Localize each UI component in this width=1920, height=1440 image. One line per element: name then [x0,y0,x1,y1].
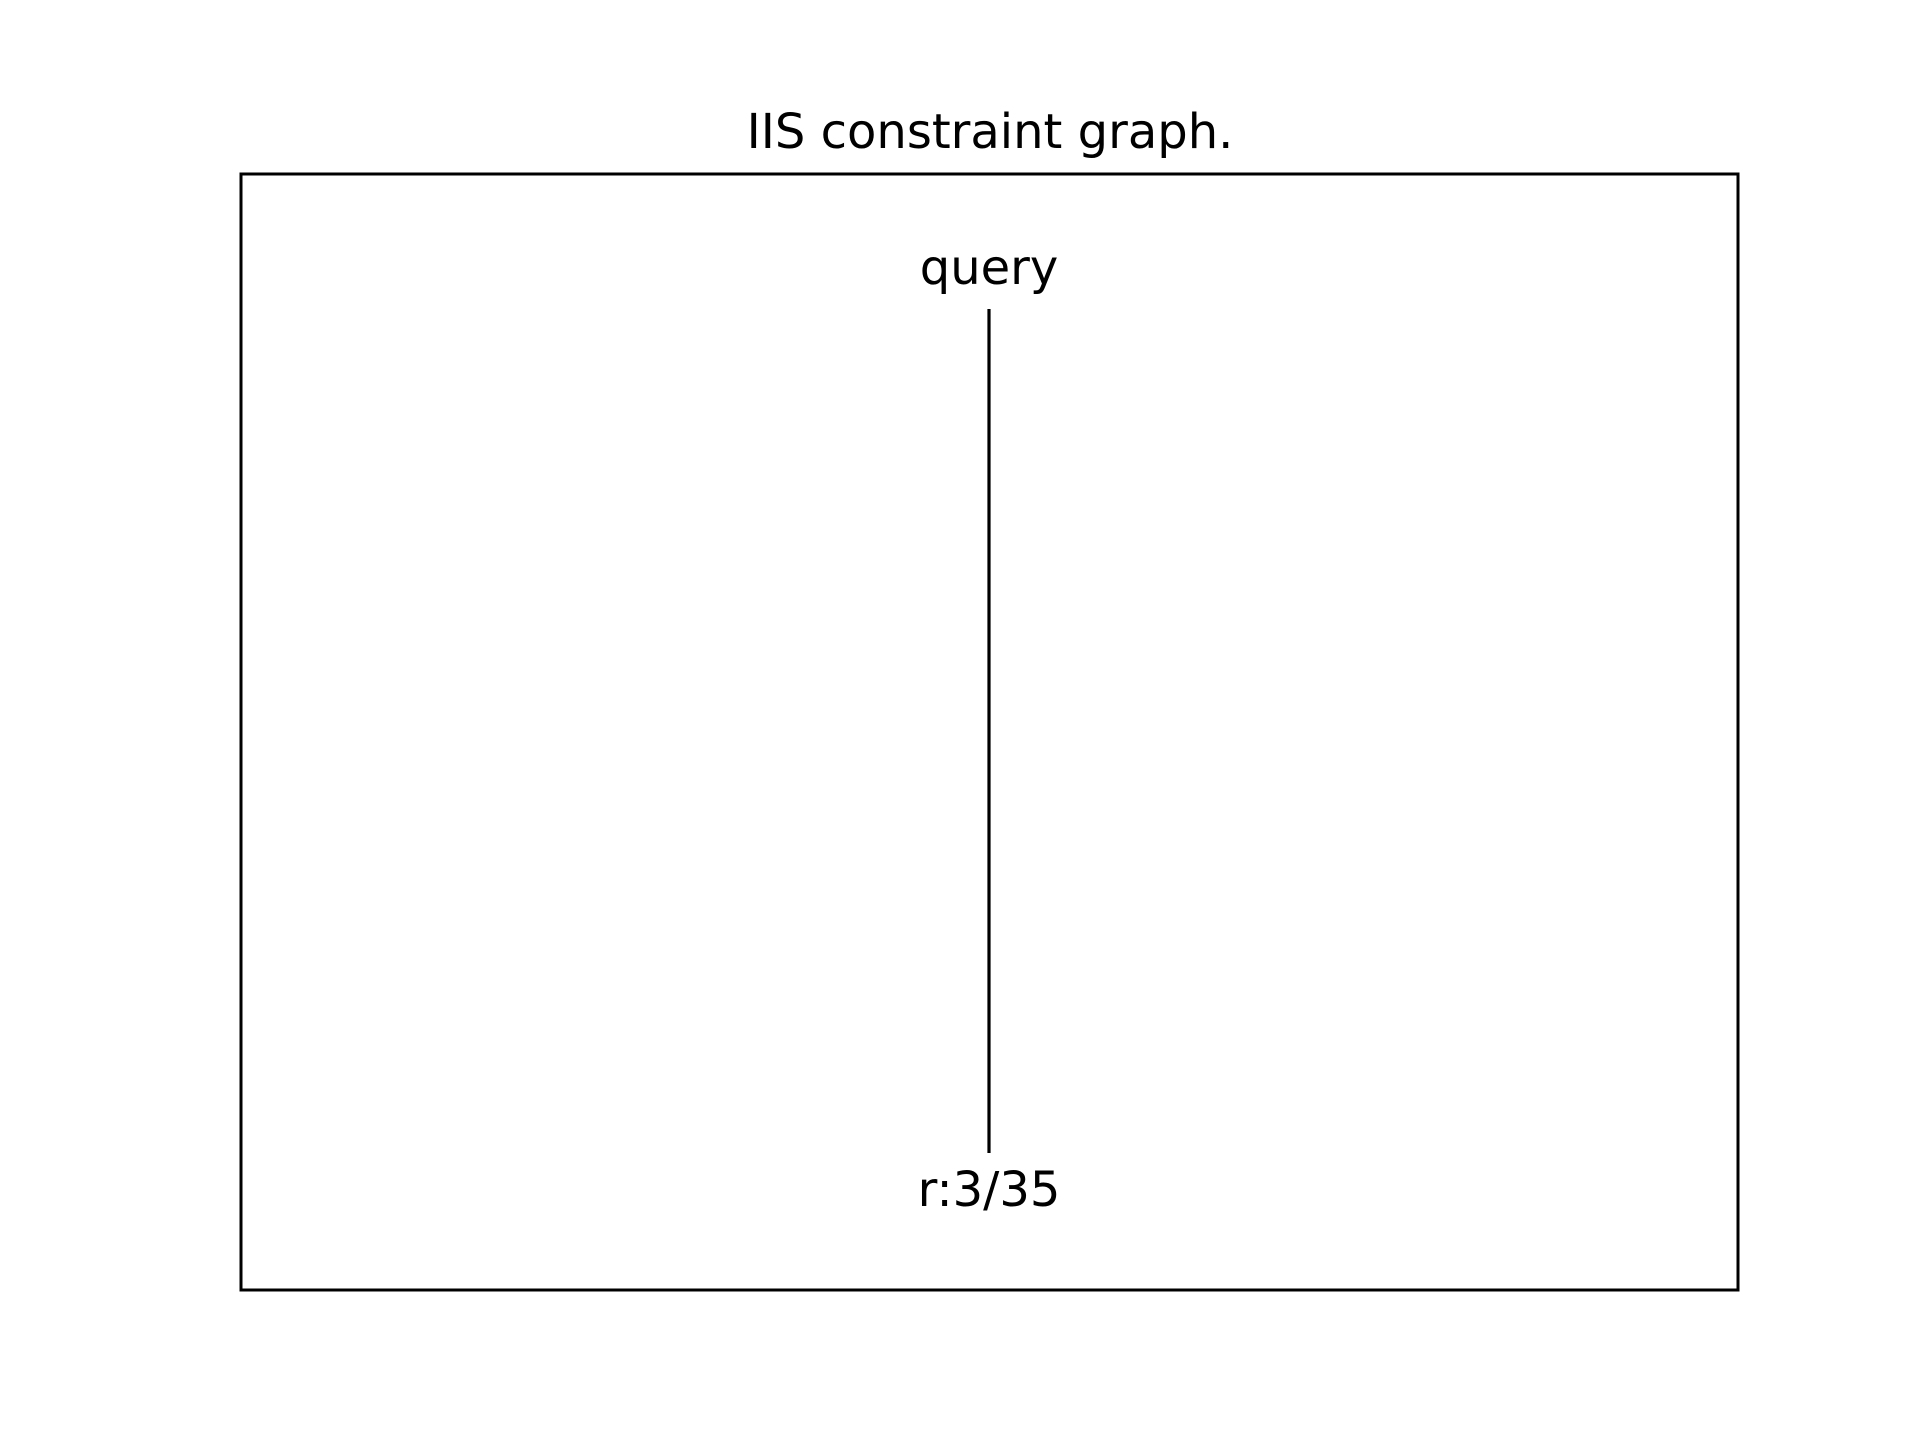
node-query: query [920,240,1059,296]
node-r-3-35: r:3/35 [918,1162,1061,1218]
graph-frame [239,172,1740,1292]
figure-title: IIS constraint graph. [747,104,1234,160]
